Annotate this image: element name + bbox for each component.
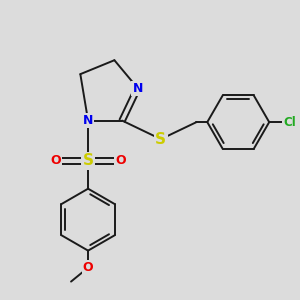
Text: Cl: Cl xyxy=(283,116,296,129)
Text: O: O xyxy=(83,261,93,274)
Text: N: N xyxy=(83,114,93,127)
Text: S: S xyxy=(155,132,166,147)
Text: S: S xyxy=(82,153,94,168)
Text: O: O xyxy=(115,154,126,167)
Text: O: O xyxy=(50,154,61,167)
Text: N: N xyxy=(132,82,143,94)
